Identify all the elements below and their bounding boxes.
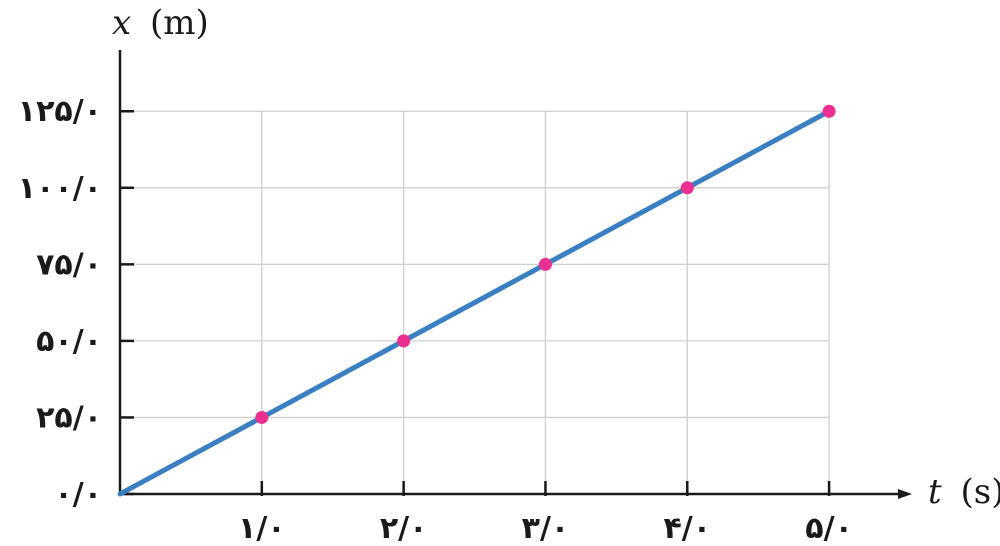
y-tick-label-1: ۰/۰	[54, 477, 102, 512]
data-point-2	[397, 334, 411, 348]
x-tick-label-5: ۵/۰	[805, 511, 853, 546]
ticks: ۱/۰ ۲/۰ ۳/۰ ۴/۰ ۵/۰ ۰/۰ ۲۵/۰ ۵۰/۰ ۷۵/۰ ۱۰۰/۰ ۱۲۵/۰	[18, 94, 853, 546]
y-tick-label-4: ۷۵/۰	[36, 247, 102, 282]
x-axis-unit: (s)	[960, 472, 1000, 512]
x-tick-label-3: ۳/۰	[522, 511, 570, 546]
x-axis-arrow-icon	[898, 489, 912, 499]
y-tick-label-6: ۱۲۵/۰	[18, 94, 102, 129]
y-axis-title: x (m)	[112, 3, 209, 43]
series-line	[117, 108, 832, 497]
data-points	[255, 104, 836, 424]
data-point-3	[538, 257, 552, 271]
y-tick-label-5: ۱۰۰/۰	[18, 171, 102, 206]
series	[117, 108, 832, 497]
x-tick-label-4: ۴/۰	[663, 511, 711, 546]
x-tick-label-1: ۱/۰	[238, 511, 286, 546]
axes	[118, 50, 912, 499]
data-point-4	[680, 181, 694, 195]
y-tick-label-2: ۲۵/۰	[36, 400, 102, 435]
data-point-5	[822, 104, 836, 118]
y-axis-unit: (m)	[150, 3, 209, 43]
y-axis-variable: x	[112, 3, 131, 43]
data-point-1	[255, 410, 269, 424]
x-tick-label-2: ۲/۰	[380, 511, 428, 546]
grid	[120, 110, 830, 494]
x-axis-variable: t	[928, 472, 942, 512]
y-tick-label-3: ۵۰/۰	[36, 324, 102, 359]
x-axis-title: t (s)	[928, 472, 1000, 512]
